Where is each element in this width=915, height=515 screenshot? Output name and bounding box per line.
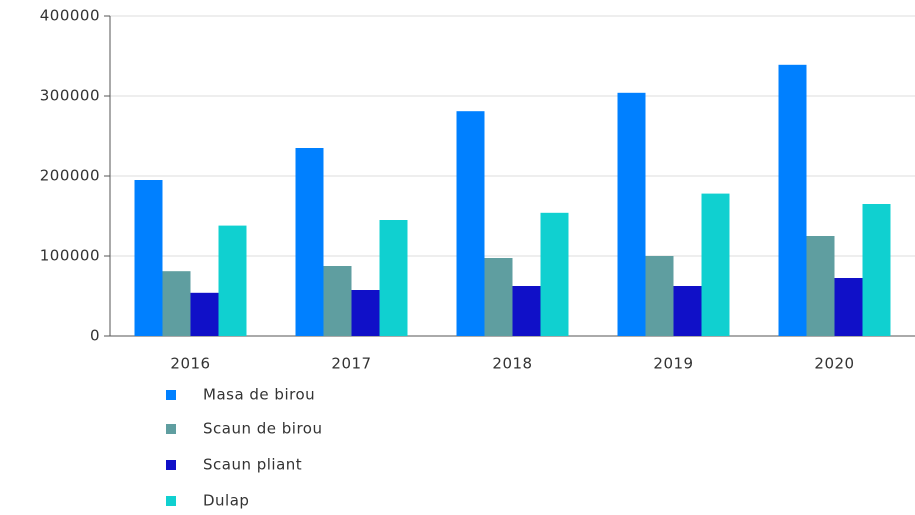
bar	[673, 286, 702, 336]
legend-swatch	[166, 390, 176, 400]
bar	[617, 92, 646, 336]
bar	[512, 286, 541, 336]
bar	[806, 236, 835, 336]
bar	[862, 204, 891, 336]
bar	[323, 266, 352, 336]
bar	[295, 148, 324, 336]
bar	[456, 111, 485, 336]
bar	[190, 292, 219, 336]
legend-swatch	[166, 496, 176, 506]
bar	[834, 278, 863, 336]
x-tick-label: 2019	[653, 355, 693, 373]
bar	[351, 290, 380, 336]
legend-label: Scaun pliant	[203, 456, 302, 474]
y-tick-label: 0	[90, 327, 100, 345]
bar	[540, 212, 569, 336]
legend-swatch	[166, 460, 176, 470]
bar	[645, 256, 674, 336]
y-tick-label: 400000	[40, 7, 100, 25]
bar	[218, 225, 247, 336]
legend-swatch	[166, 424, 176, 434]
bar	[701, 193, 730, 336]
legend-label: Scaun de birou	[203, 420, 322, 438]
bar	[379, 220, 408, 336]
x-tick-label: 2016	[170, 355, 210, 373]
y-tick-label: 100000	[40, 247, 100, 265]
bar	[162, 271, 191, 336]
bar	[484, 258, 513, 336]
x-tick-label: 2017	[331, 355, 371, 373]
legend-label: Dulap	[203, 492, 249, 510]
x-tick-label: 2020	[814, 355, 854, 373]
y-tick-label: 200000	[40, 167, 100, 185]
bar	[134, 180, 163, 336]
y-tick-label: 300000	[40, 87, 100, 105]
x-tick-label: 2018	[492, 355, 532, 373]
bar	[778, 64, 807, 337]
legend-label: Masa de birou	[203, 386, 315, 404]
